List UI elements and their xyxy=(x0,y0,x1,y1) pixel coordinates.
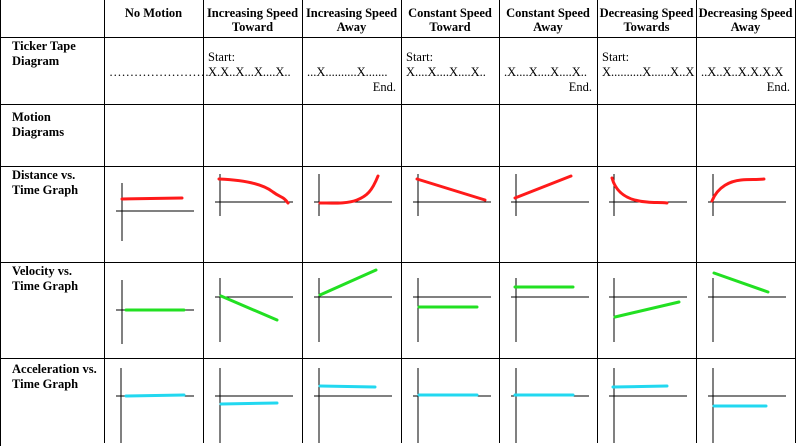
ticker-tape-cell: Start: X....X....X....X.. xyxy=(406,50,494,95)
tape-end-label: End. xyxy=(568,80,592,94)
column-divider xyxy=(203,0,204,443)
distance-graph xyxy=(609,174,687,216)
ticker-tape-cell: ..X..X..X.X.X.X End. xyxy=(701,50,790,95)
velocity-graph xyxy=(413,278,491,342)
distance-curve xyxy=(513,174,573,200)
velocity-line xyxy=(219,294,279,322)
acceleration-line xyxy=(124,393,186,398)
ticker-tape-cell: Start: X..........X......X..X xyxy=(602,50,695,95)
distance-curve xyxy=(318,174,380,205)
column-divider xyxy=(104,0,105,443)
column-divider xyxy=(499,0,500,443)
tape-dots: X.X..X...X....X.. xyxy=(208,65,291,79)
row-label: Velocity vs. Time Graph xyxy=(12,264,79,293)
row-label: Motion Diagrams xyxy=(12,110,65,139)
distance-graph xyxy=(215,174,293,216)
velocity-line xyxy=(613,300,681,319)
acceleration-graph xyxy=(116,368,194,443)
row-label: Ticker Tape Diagram xyxy=(12,39,76,68)
velocity-graph xyxy=(116,280,194,344)
row-divider xyxy=(0,104,795,105)
column-divider xyxy=(302,0,303,443)
velocity-graph xyxy=(609,278,687,342)
acceleration-line xyxy=(318,384,377,389)
velocity-graph xyxy=(314,268,392,342)
distance-curve xyxy=(217,177,290,205)
acceleration-line xyxy=(611,384,669,389)
column-divider xyxy=(795,0,796,443)
tape-dots: ...X..........X....... xyxy=(307,65,388,79)
row-divider xyxy=(0,166,795,167)
column-header: Increasing Speed Away xyxy=(305,6,398,34)
distance-curve xyxy=(415,177,487,202)
row-label: Distance vs. Time Graph xyxy=(12,168,79,197)
row-divider xyxy=(0,37,795,38)
tape-dots: .X....X....X....X.. xyxy=(504,65,587,79)
column-header: No Motion xyxy=(124,6,183,20)
ticker-tape-cell: .X....X....X....X.. End. xyxy=(504,50,592,95)
row-label: Acceleration vs. Time Graph xyxy=(12,362,97,391)
ticker-tape-cell: Start: X.X..X...X....X.. xyxy=(208,50,297,95)
distance-graph xyxy=(708,174,786,216)
tape-dots: …………………… xyxy=(109,65,209,79)
acceleration-graph xyxy=(413,368,491,443)
acceleration-graph xyxy=(314,368,392,443)
velocity-graph xyxy=(708,271,786,342)
column-header: Decreasing Speed Away xyxy=(698,6,793,34)
velocity-graph xyxy=(511,278,589,342)
tape-dots: X..........X......X..X xyxy=(602,65,695,79)
tape-start-label: Start: xyxy=(602,50,630,64)
column-header: Constant Speed Away xyxy=(506,6,590,34)
tape-end-label: End. xyxy=(766,80,790,94)
velocity-line xyxy=(318,268,378,297)
column-divider xyxy=(597,0,598,443)
acceleration-graph xyxy=(215,368,293,443)
row-divider xyxy=(0,358,795,359)
column-header: Increasing Speed Toward xyxy=(206,6,299,34)
tape-end-label: End. xyxy=(372,80,396,94)
distance-graph xyxy=(413,174,491,216)
row-divider xyxy=(0,262,795,263)
left-border xyxy=(0,0,1,446)
velocity-line xyxy=(712,271,770,294)
acceleration-graph xyxy=(511,368,589,443)
ticker-tape-cell: ...X..........X....... End. xyxy=(307,50,396,95)
column-header: Constant Speed Toward xyxy=(408,6,492,34)
tape-dots: ..X..X..X.X.X.X xyxy=(701,65,784,79)
tape-start-label: Start: xyxy=(208,50,236,64)
distance-graph xyxy=(511,174,589,216)
tape-start-label: Start: xyxy=(406,50,434,64)
column-divider xyxy=(696,0,697,443)
column-divider xyxy=(401,0,402,443)
distance-curve xyxy=(120,196,184,201)
ticker-tape-cell: …………………… xyxy=(109,50,209,95)
acceleration-graph xyxy=(609,368,687,443)
acceleration-graph xyxy=(708,368,786,443)
distance-graph xyxy=(314,174,392,216)
column-header: Decreasing Speed Towards xyxy=(599,6,694,34)
velocity-graph xyxy=(215,278,293,342)
distance-curve xyxy=(710,177,766,203)
tape-dots: X....X....X....X.. xyxy=(406,65,486,79)
acceleration-line xyxy=(219,401,279,406)
distance-graph xyxy=(116,183,194,241)
distance-curve xyxy=(610,176,669,205)
